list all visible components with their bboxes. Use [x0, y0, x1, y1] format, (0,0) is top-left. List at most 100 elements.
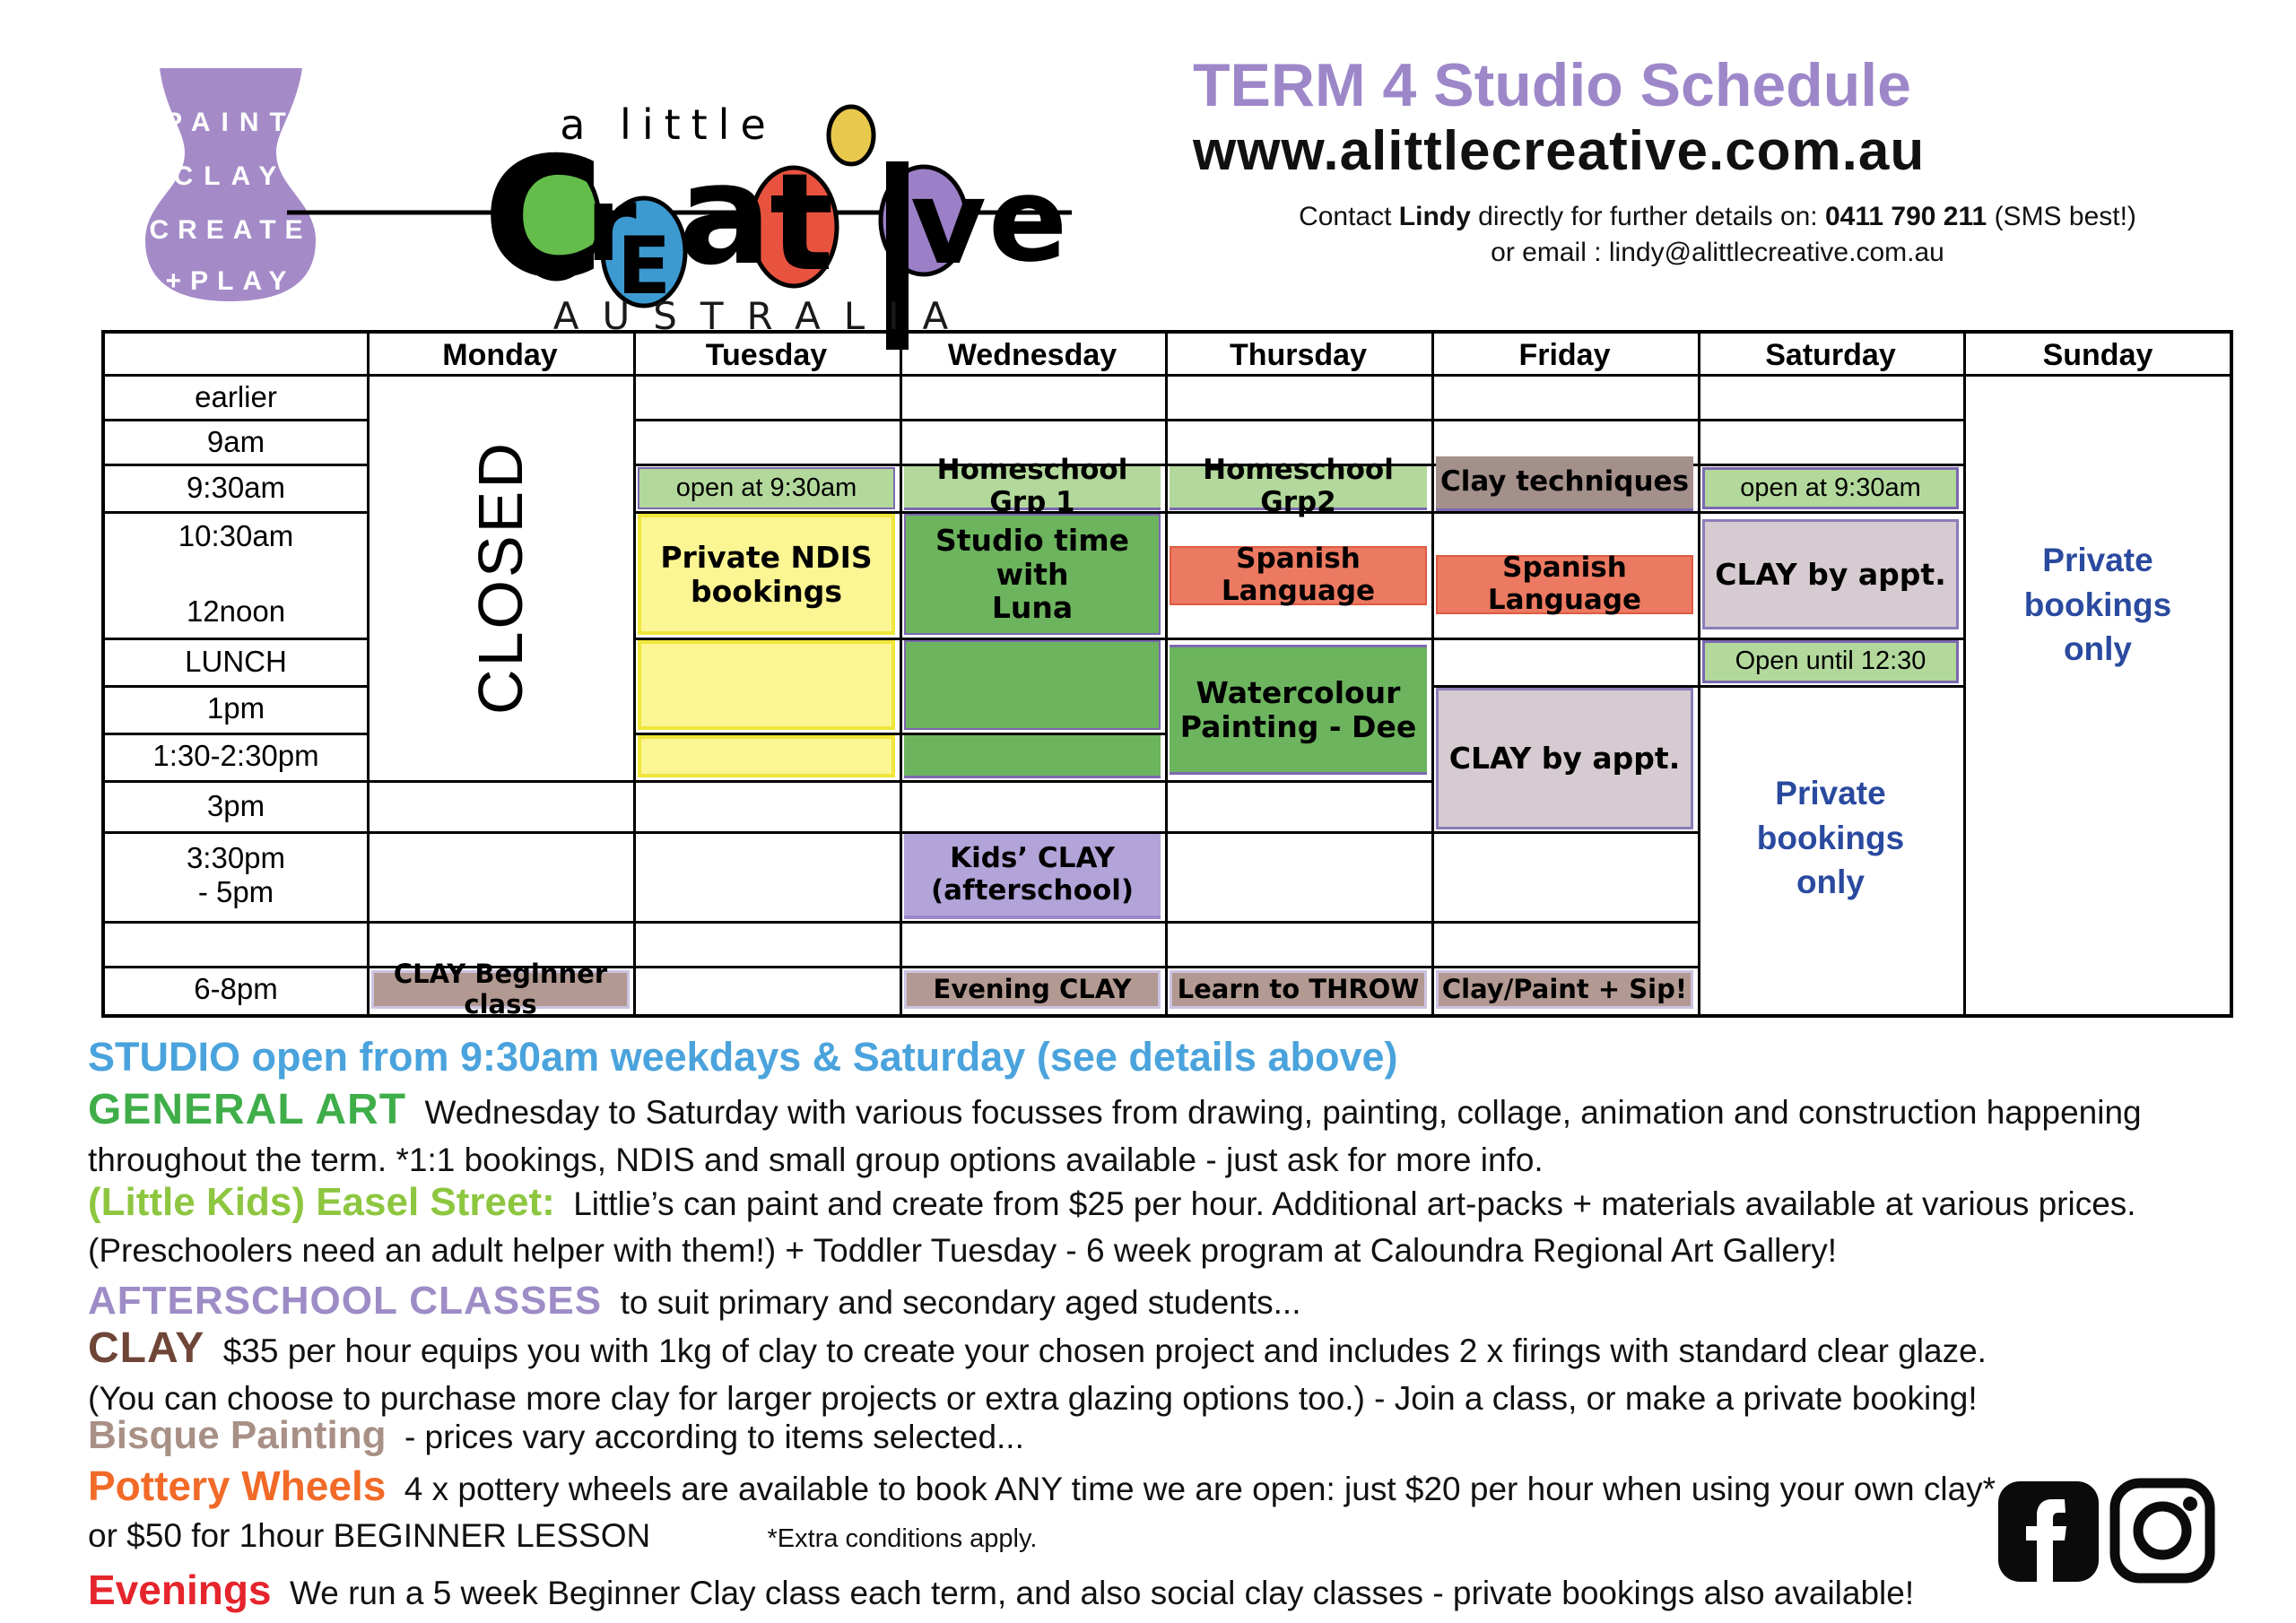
- grid-line: [105, 921, 1698, 924]
- logo-letter-c: C: [483, 121, 604, 315]
- grid-line: [105, 464, 367, 466]
- grid-line: [105, 966, 1698, 968]
- time-label-earlier: earlier: [195, 380, 277, 413]
- day-header-thursday: Thursday: [1229, 338, 1368, 372]
- day-header-saturday: Saturday: [1765, 338, 1896, 372]
- contact-pre: Contact: [1299, 201, 1392, 231]
- cell-friday-clay-appt: CLAY by appt.: [1436, 688, 1693, 829]
- grid-line: [105, 831, 1698, 834]
- brand-prefix: a little: [560, 100, 777, 149]
- closed-label: CLOSED: [465, 439, 535, 715]
- grid-line: [105, 638, 367, 640]
- pottery-conditions-text: *Extra conditions apply.: [767, 1524, 1038, 1553]
- instagram-icon[interactable]: [2109, 1478, 2215, 1584]
- cell-thursday-learn-to-throw: Learn to THROW: [1170, 970, 1427, 1009]
- logo-dot-yellow: [826, 104, 876, 167]
- grid-line: [633, 638, 1963, 640]
- logo-letter-e2: e: [988, 152, 1067, 288]
- cell-thursday-watercolour: Watercolour Painting - Dee: [1170, 645, 1427, 775]
- cell-saturday-private-bookings: Private bookings only: [1756, 774, 1905, 901]
- grid-line: [1431, 685, 1963, 688]
- cell-saturday-open-until: Open until 12:30: [1702, 640, 1959, 683]
- time-label-9am: 9am: [206, 425, 265, 458]
- cell-tuesday-ndis-cont: [638, 640, 895, 730]
- cell-wednesday-luna: Studio time with Luna: [904, 514, 1161, 635]
- cell-monday-beginner-class: CLAY Beginner class: [371, 959, 630, 1019]
- note-studio: STUDIO open from 9:30am weekdays & Satur…: [88, 1034, 2240, 1081]
- logo-ellipse-blue: [600, 195, 688, 308]
- day-header-wednesday: Wednesday: [947, 338, 1118, 372]
- logo-ellipse-green: [510, 158, 602, 282]
- website-link[interactable]: www.alittlecreative.com.au: [1193, 120, 1926, 183]
- easel-street-text: Littlie’s can paint and create from $25 …: [573, 1185, 2136, 1222]
- grid-line: [367, 334, 370, 1014]
- note-clay: CLAY $35 per hour equips you with 1kg of…: [88, 1324, 2240, 1419]
- logo-letter-a: a: [678, 134, 772, 296]
- studio-open-line: STUDIO open from 9:30am weekdays & Satur…: [88, 1034, 1398, 1080]
- grid-line: [900, 334, 902, 1014]
- grid-line: [633, 511, 1963, 514]
- cell-thursday-spanish: Spanish Language: [1170, 543, 1427, 607]
- grid-line: [633, 733, 1165, 735]
- time-label-1030am: 10:30am: [178, 519, 294, 552]
- time-label-6-8pm: 6-8pm: [194, 972, 278, 1005]
- note-afterschool: AFTERSCHOOL CLASSES to suit primary and …: [88, 1279, 2240, 1324]
- grid-line: [1431, 334, 1434, 1014]
- note-pottery-wheels: Pottery Wheels 4 x pottery wheels are av…: [88, 1462, 2240, 1556]
- cell-tuesday-ndis: Private NDIS bookings: [638, 514, 895, 635]
- pottery-heading: Pottery Wheels: [88, 1462, 387, 1509]
- grid-line: [105, 685, 367, 688]
- brand-logo: a little C r E a t v e AUSTRALIA: [287, 100, 1072, 350]
- clay-heading: CLAY: [88, 1324, 205, 1372]
- bisque-text: - prices vary according to items selecte…: [404, 1419, 1024, 1455]
- grid-line: [633, 419, 1963, 421]
- logo-letter-i-stem: [886, 161, 909, 350]
- time-label-lunch: LUNCH: [185, 645, 287, 678]
- contact-name: Lindy: [1398, 201, 1471, 231]
- afterschool-text: to suit primary and secondary aged stude…: [620, 1284, 1301, 1321]
- cell-thursday-homeschool: Homeschool Grp2: [1170, 455, 1427, 518]
- cell-friday-clay-paint-sip: Clay/Paint + Sip!: [1436, 970, 1693, 1009]
- time-label-930am: 9:30am: [186, 471, 286, 504]
- cell-wednesday-homeschool: Homeschool Grp 1: [904, 455, 1161, 518]
- grid-line: [633, 464, 1963, 466]
- logo-letter-e1: E: [617, 220, 671, 312]
- cell-wednesday-luna-cont: [904, 640, 1161, 730]
- evenings-heading: Evenings: [88, 1567, 272, 1613]
- vase-badge-logo: PAINT CLAY CREATE +PLAY: [145, 68, 316, 301]
- contact-mid: directly for further details on:: [1478, 201, 1818, 231]
- day-header-sunday: Sunday: [2042, 338, 2153, 372]
- cell-saturday-clay-appt: CLAY by appt.: [1702, 519, 1959, 629]
- evenings-text: We run a 5 week Beginner Clay class each…: [289, 1575, 1915, 1611]
- grid-line: [105, 733, 367, 735]
- cell-wednesday-evening-clay: Evening CLAY: [904, 970, 1161, 1009]
- cell-wednesday-luna-cont: [904, 735, 1161, 778]
- time-label-3pm: 3pm: [206, 789, 265, 822]
- clay-text2: (You can choose to purchase more clay fo…: [88, 1380, 1978, 1417]
- cell-tuesday-ndis-cont: [638, 735, 895, 777]
- time-label-12noon: 12noon: [186, 595, 286, 628]
- cell-tuesday-open: open at 9:30am: [638, 467, 895, 509]
- contact-phone[interactable]: 0411 790 211: [1825, 201, 1987, 231]
- header-block: TERM 4 Studio Schedule www.alittlecreati…: [1193, 53, 2242, 272]
- grid-line: [105, 780, 1431, 783]
- logo-letter-v: v: [910, 154, 987, 291]
- grid-line: [1165, 334, 1168, 1014]
- general-art-text2: throughout the term. *1:1 bookings, NDIS…: [88, 1141, 1544, 1178]
- facebook-icon[interactable]: [1998, 1481, 2099, 1582]
- vase-shape: [145, 68, 316, 301]
- badge-line-play: +PLAY: [166, 266, 296, 296]
- general-art-text: Wednesday to Saturday with various focus…: [424, 1094, 2142, 1131]
- note-evenings: Evenings We run a 5 week Beginner Clay c…: [88, 1566, 2240, 1614]
- cell-wednesday-kids-clay: Kids’ CLAY (afterschool): [904, 834, 1161, 919]
- cell-saturday-open: open at 9:30am: [1702, 467, 1959, 509]
- grid-line: [1698, 334, 1700, 1014]
- day-header-tuesday: Tuesday: [705, 338, 828, 372]
- logo-ellipse-red: [748, 165, 839, 289]
- badge-line-clay: CLAY: [174, 161, 288, 191]
- contact-email[interactable]: or email : lindy@alittlecreative.com.au: [1491, 238, 1944, 268]
- logo-letter-r: r: [586, 165, 637, 285]
- day-header-monday: Monday: [442, 338, 558, 372]
- grid-line: [105, 511, 367, 514]
